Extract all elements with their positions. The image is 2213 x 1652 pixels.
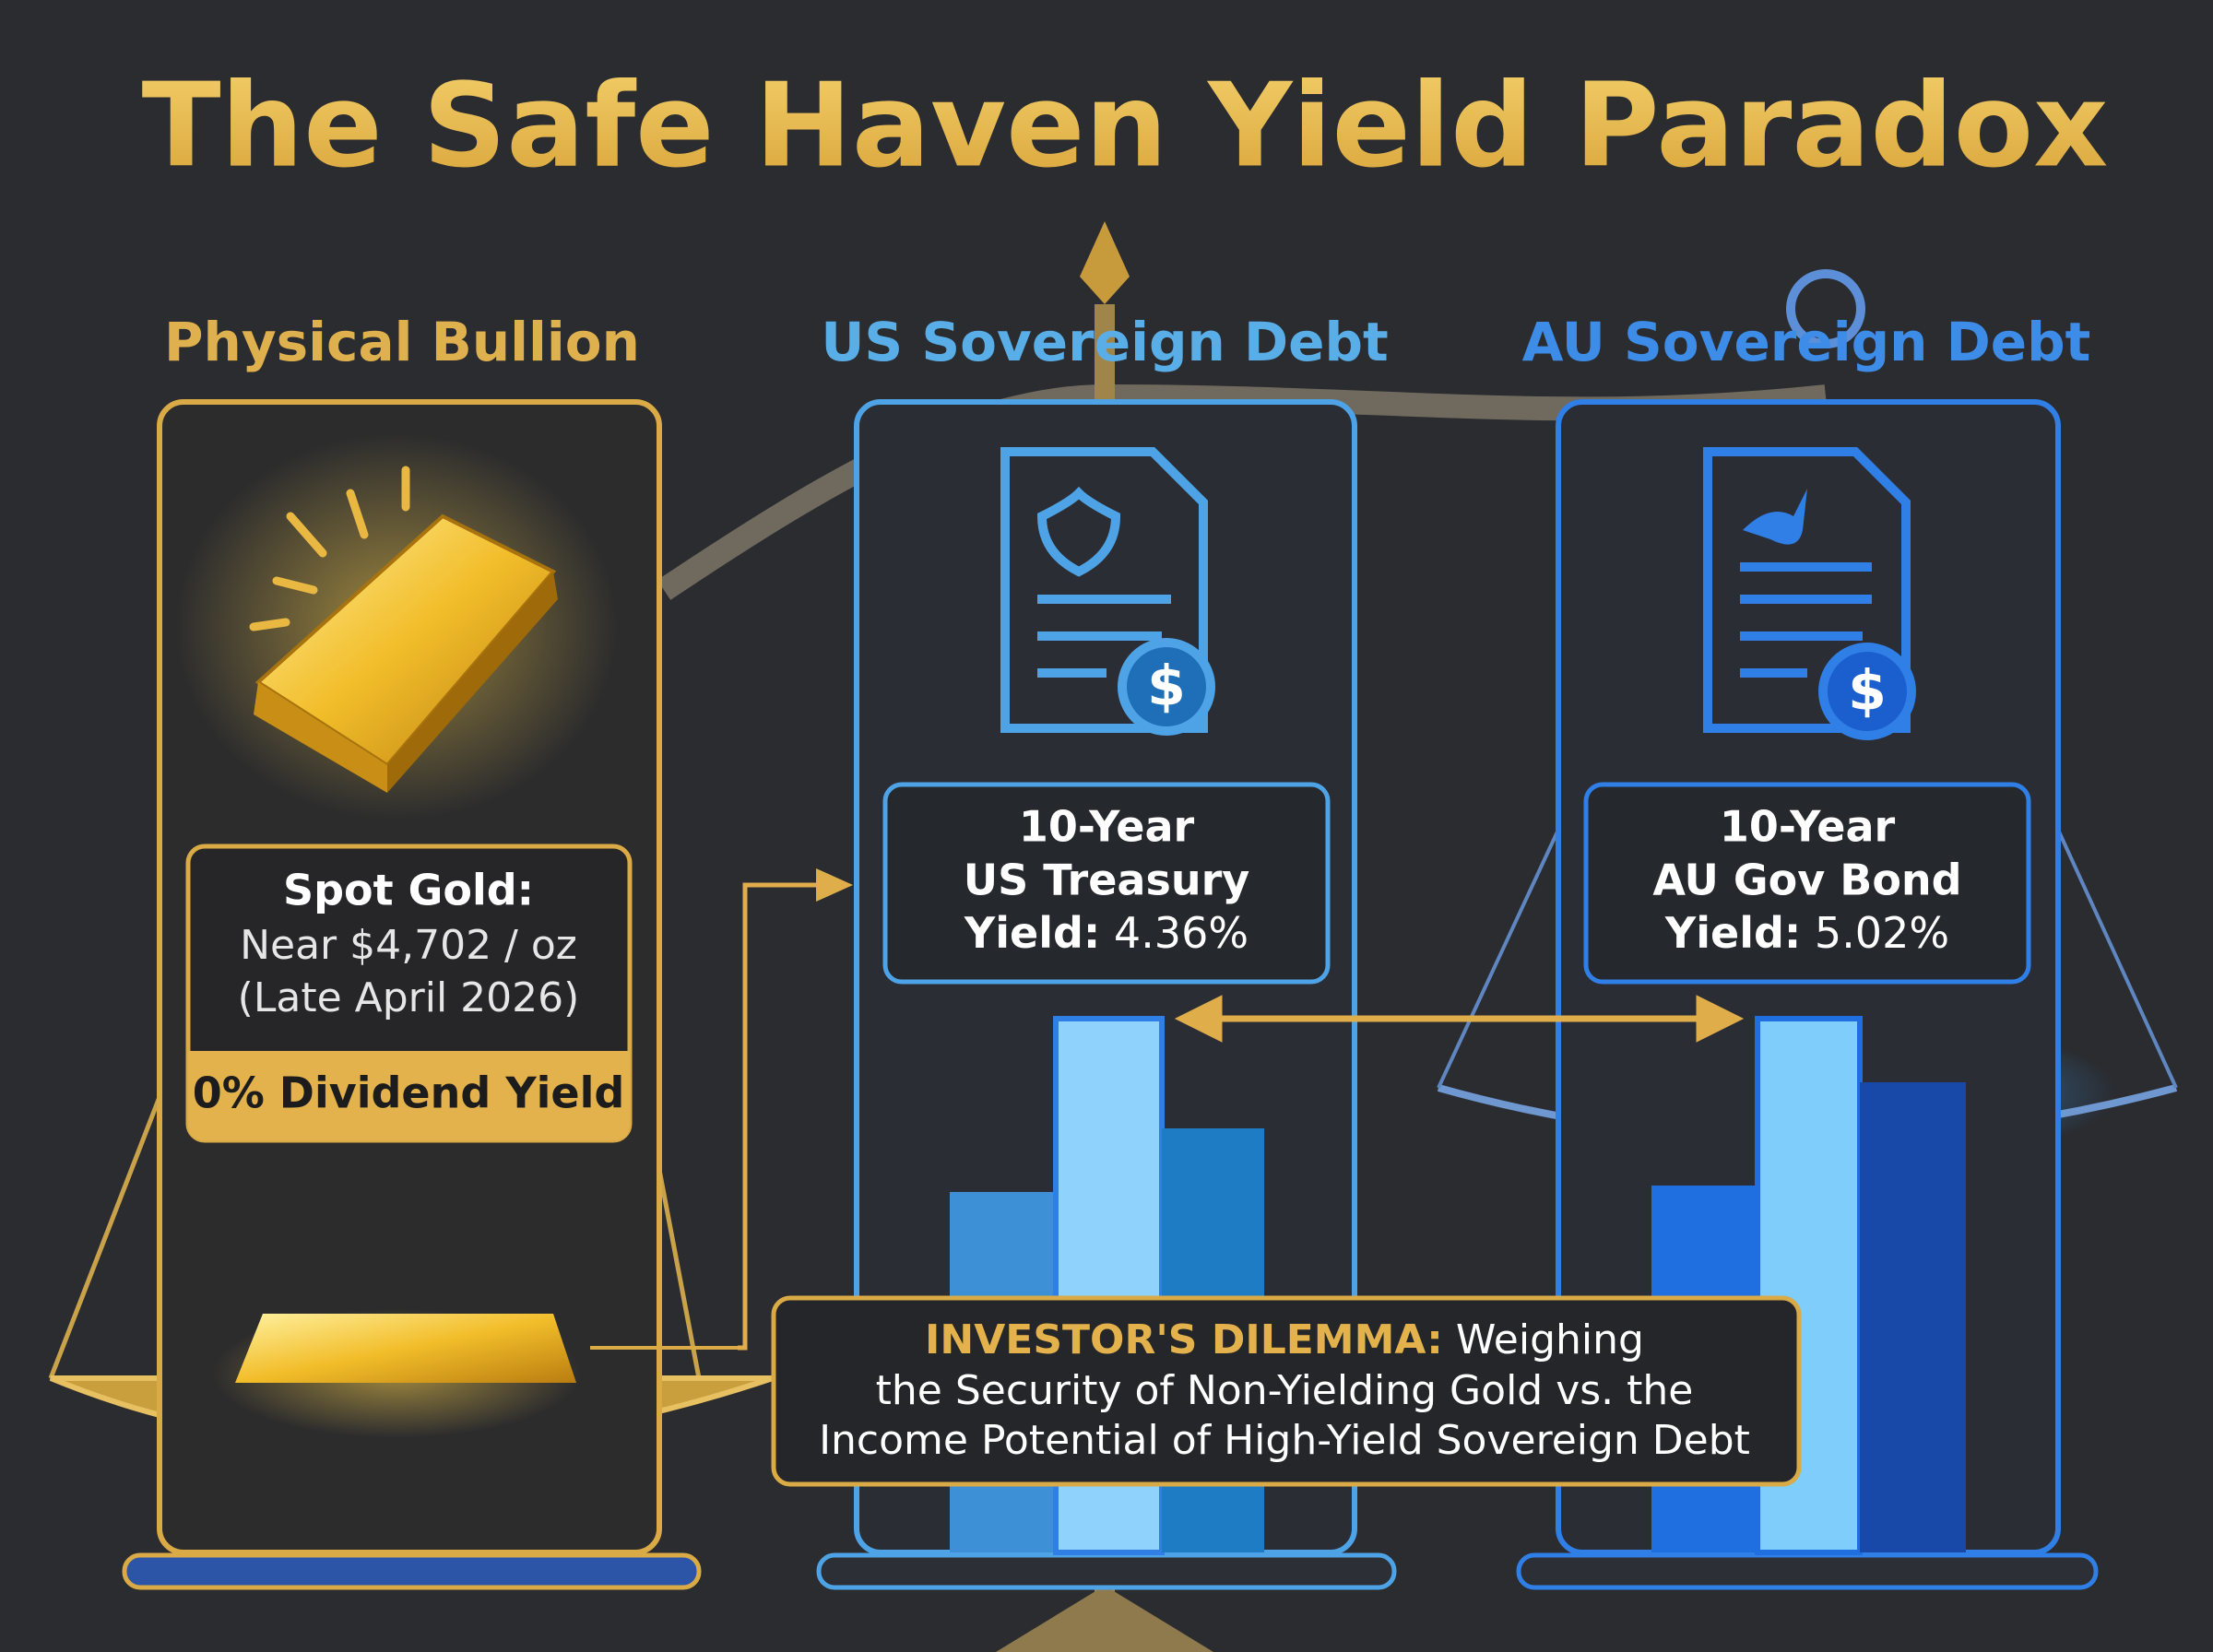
yield-line: Yield: 4.36% xyxy=(964,908,1249,958)
panel-base xyxy=(122,1552,702,1590)
dilemma-text: Weighing xyxy=(1456,1316,1644,1363)
info-text: (Late April 2026) xyxy=(238,974,580,1021)
title: The Safe Haven Yield Paradox xyxy=(142,58,2109,194)
gold-bar-icon xyxy=(175,433,738,1438)
dilemma-line: INVESTOR'S DILEMMA: Weighing xyxy=(925,1316,1644,1363)
yield-text: US Treasury xyxy=(964,856,1250,905)
info-label: Spot Gold: xyxy=(283,866,534,915)
yield-box xyxy=(1583,782,2031,985)
yield-line: Yield: 5.02% xyxy=(1664,908,1949,958)
yield-value: 4.36% xyxy=(1114,908,1249,958)
dilemma-text: the Security of Non-Yielding Gold vs. th… xyxy=(876,1367,1694,1414)
yield-box xyxy=(882,782,1331,985)
yield-text: 10-Year xyxy=(1720,802,1896,852)
info-text: Near $4,702 / oz xyxy=(240,922,577,969)
document-icon: $ xyxy=(1703,447,1916,740)
yield-label: Yield: xyxy=(964,908,1100,958)
panel-base xyxy=(1516,1552,2099,1590)
yield-text: 10-Year xyxy=(1019,802,1195,852)
badge-text: 0% Dividend Yield xyxy=(193,1068,625,1118)
yield-value: 5.02% xyxy=(1815,908,1949,958)
dilemma-label: INVESTOR'S DILEMMA: xyxy=(925,1316,1443,1363)
svg-text:$: $ xyxy=(1848,659,1887,724)
dilemma-text: Income Potential of High-Yield Sovereign… xyxy=(819,1417,1750,1464)
column-header: AU Sovereign Debt xyxy=(1522,311,2091,373)
column-header: US Sovereign Debt xyxy=(821,311,1388,373)
badge-band xyxy=(188,1051,630,1140)
dilemma-box xyxy=(771,1295,1802,1487)
yield-text: AU Gov Bond xyxy=(1652,856,1961,905)
yield-label: Yield: xyxy=(1664,908,1801,958)
column-header: Physical Bullion xyxy=(164,311,640,373)
arrows xyxy=(738,868,1745,1351)
svg-text:$: $ xyxy=(1147,655,1186,719)
document-icon: $ xyxy=(1000,447,1215,736)
panel-base xyxy=(816,1552,1397,1590)
